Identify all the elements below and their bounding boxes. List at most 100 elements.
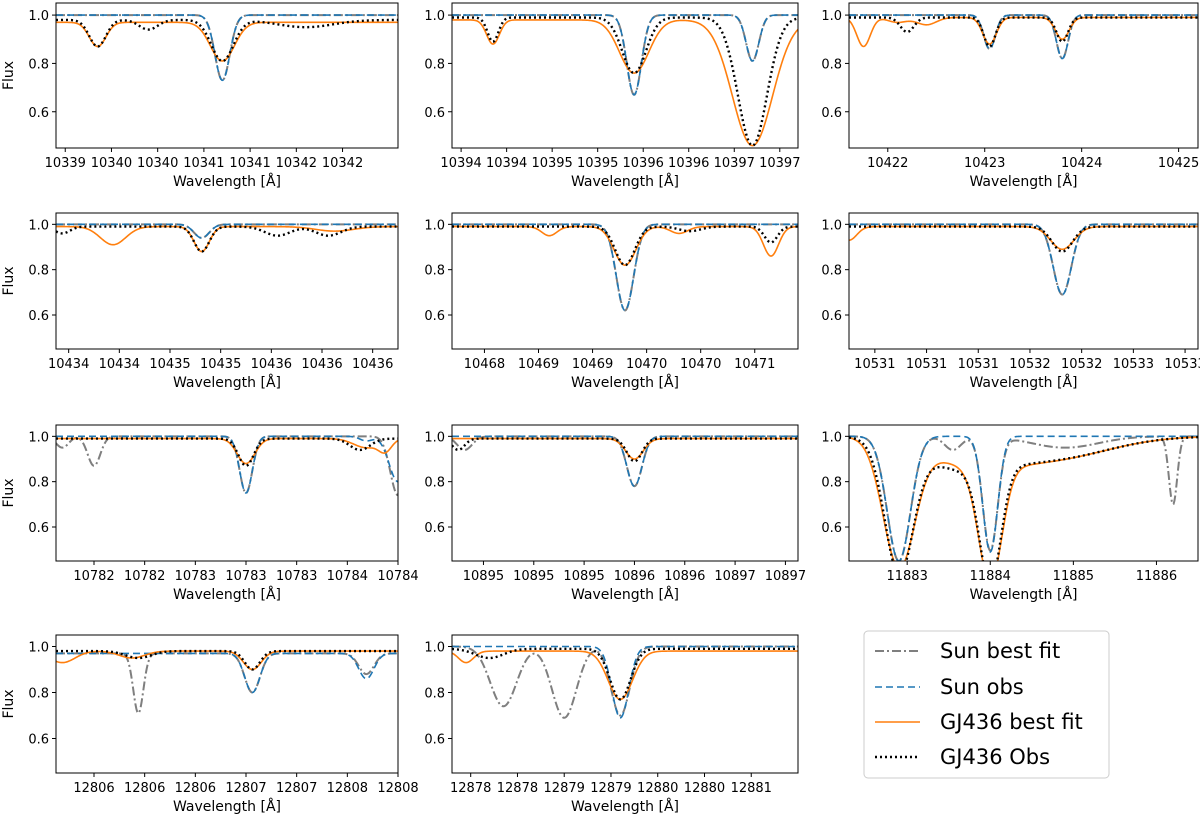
panel-10-xtick-label: 12806	[175, 781, 216, 796]
panel-8-frame	[451, 424, 799, 562]
panel-8-xtick-label: 10896	[614, 569, 655, 584]
panel-9-xtick-label: 11883	[886, 569, 927, 584]
panel-9-ytick-label: 0.8	[821, 476, 842, 491]
panel-5-xtick-label: 10469	[518, 357, 559, 372]
panel-7-xtick-label: 10783	[175, 569, 216, 584]
panel-1-ylabel: Flux	[1, 61, 17, 90]
panel-11-series-gj-obs	[452, 647, 798, 701]
panel-1-xtick-label: 10341	[183, 156, 224, 171]
panel-2-xtick-label: 10397	[714, 156, 755, 171]
panel-3: 10422 10423 10424 10425 0.6 0.8 1.0 Wavelength …	[821, 2, 1199, 190]
panel-7-xtick-label: 10783	[276, 569, 317, 584]
panel-2-xtick-label: 10394	[440, 156, 481, 171]
panel-11-frame	[451, 634, 799, 774]
panel-1: 10339 10340 10340 10341 10341 10342 10342 0.6 0.…	[1, 2, 399, 190]
panel-6-xtick-label: 10533	[1164, 357, 1200, 372]
panel-7-ylabel: Flux	[1, 478, 17, 507]
panel-3-ytick-label: 0.8	[821, 57, 842, 72]
panel-3-frame	[848, 2, 1199, 149]
panel-4-xlabel: Wavelength [Å]	[173, 374, 281, 391]
panel-6-frame	[848, 212, 1199, 350]
panel-6-series-gj-fit	[849, 225, 1198, 251]
panel-11-xtick-label: 12880	[684, 781, 725, 796]
panel-7-xtick-label: 10782	[73, 569, 114, 584]
panel-3-series-gj-fit	[849, 16, 1198, 48]
legend: Sun best fit Sun obs GJ436 best fit GJ43…	[863, 630, 1110, 779]
panel-8-xtick-label: 10896	[664, 569, 705, 584]
panel-3-xtick-label: 10424	[1061, 156, 1102, 171]
panel-2-xtick-label: 10395	[531, 156, 572, 171]
panel-8-xtick-label: 10897	[714, 569, 755, 584]
panel-7-ytick-label: 1.0	[28, 430, 49, 445]
panel-11-xtick-label: 12879	[544, 781, 585, 796]
panel-1-series-sun-obs	[56, 14, 398, 82]
panel-3-xtick-label: 10425	[1158, 156, 1199, 171]
panel-6-ytick-label: 0.8	[821, 264, 842, 279]
panel-6-xtick-label: 10531	[854, 357, 895, 372]
panel-4-xtick-label: 10434	[99, 357, 140, 372]
panel-6: 10531 10531 10531 10532 10532 10533 10533 0.6 0.…	[821, 212, 1200, 391]
panel-9-frame	[848, 424, 1199, 562]
panel-1-ytick-label: 0.8	[28, 57, 49, 72]
panel-7-ytick-label: 0.6	[28, 521, 49, 536]
panel-6-xlabel: Wavelength [Å]	[969, 374, 1077, 391]
panel-7-xtick-label: 10783	[225, 569, 266, 584]
panel-5-frame	[451, 212, 799, 350]
panel-5-series-sun-fit	[452, 223, 798, 312]
panel-5-xtick-label: 10470	[680, 357, 721, 372]
panel-6-ytick-label: 1.0	[821, 218, 842, 233]
panel-1-xtick-label: 10340	[91, 156, 132, 171]
panel-10-xtick-label: 12808	[377, 781, 418, 796]
panel-6-series-gj-obs	[849, 225, 1198, 253]
panel-5-ytick-label: 0.6	[424, 309, 445, 324]
panel-5-xtick-label: 10470	[626, 357, 667, 372]
panel-11-ytick-label: 0.6	[424, 733, 445, 748]
panel-9-ytick-label: 0.6	[821, 521, 842, 536]
panel-10-xtick-label: 12806	[124, 781, 165, 796]
panel-1-xtick-label: 10342	[276, 156, 317, 171]
panel-1-ytick-label: 0.6	[28, 106, 49, 121]
panel-6-xtick-label: 10531	[958, 357, 999, 372]
panel-5-ytick-label: 1.0	[424, 218, 445, 233]
panel-6-series-sun-obs	[849, 223, 1198, 296]
panel-5-series-sun-obs	[452, 223, 798, 312]
legend-label-sun-obs: Sun obs	[940, 675, 1024, 699]
panel-2-series-gj-fit	[452, 19, 798, 147]
panel-10-ytick-label: 0.8	[28, 687, 49, 702]
panel-6-xtick-label: 10532	[1061, 357, 1102, 372]
panel-2-ytick-label: 0.6	[424, 106, 445, 121]
panel-7-series-sun-fit	[56, 435, 398, 497]
panel-11-xtick-label: 12878	[497, 781, 538, 796]
panel-1-series-gj-fit	[56, 21, 398, 62]
panel-3-series-gj-obs	[849, 16, 1198, 48]
panel-7: 10782 10782 10783 10783 10783 10784 10784 0.6 0.…	[1, 424, 419, 603]
panel-8: 10895 10895 10895 10896 10896 10897 10897 0.6 0.…	[424, 424, 806, 603]
panel-9-xlabel: Wavelength [Å]	[969, 586, 1077, 603]
panel-8-series-gj-obs	[452, 437, 798, 463]
panel-4-ytick-label: 1.0	[28, 218, 49, 233]
panel-5-xtick-label: 10469	[572, 357, 613, 372]
panel-4-xtick-label: 10436	[352, 357, 393, 372]
panel-7-xlabel: Wavelength [Å]	[173, 586, 281, 603]
panel-1-xtick-label: 10342	[322, 156, 363, 171]
panel-4-ylabel: Flux	[1, 266, 17, 295]
panel-10: 12806 12806 12806 12807 12807 12808 12808 0.6 0.…	[1, 634, 419, 815]
panel-3-ytick-label: 0.6	[821, 106, 842, 121]
panel-8-xtick-label: 10897	[765, 569, 806, 584]
panel-10-frame	[55, 634, 399, 774]
panel-2-xtick-label: 10394	[486, 156, 527, 171]
panel-11-ytick-label: 1.0	[424, 641, 445, 656]
legend-label-sun-fit: Sun best fit	[940, 639, 1060, 663]
panel-4-xtick-label: 10436	[251, 357, 292, 372]
panel-4-ytick-label: 0.6	[28, 309, 49, 324]
panel-2-xtick-label: 10397	[759, 156, 800, 171]
panel-6-xtick-label: 10533	[1113, 357, 1154, 372]
panel-1-frame	[55, 2, 399, 149]
panel-10-ylabel: Flux	[1, 689, 17, 718]
panel-3-xtick-label: 10423	[964, 156, 1005, 171]
panel-1-xtick-label: 10341	[229, 156, 270, 171]
panel-4-ytick-label: 0.8	[28, 264, 49, 279]
panel-3-series-sun-obs	[849, 14, 1198, 60]
panel-4-xtick-label: 10436	[301, 357, 342, 372]
panel-10-xlabel: Wavelength [Å]	[173, 798, 281, 815]
